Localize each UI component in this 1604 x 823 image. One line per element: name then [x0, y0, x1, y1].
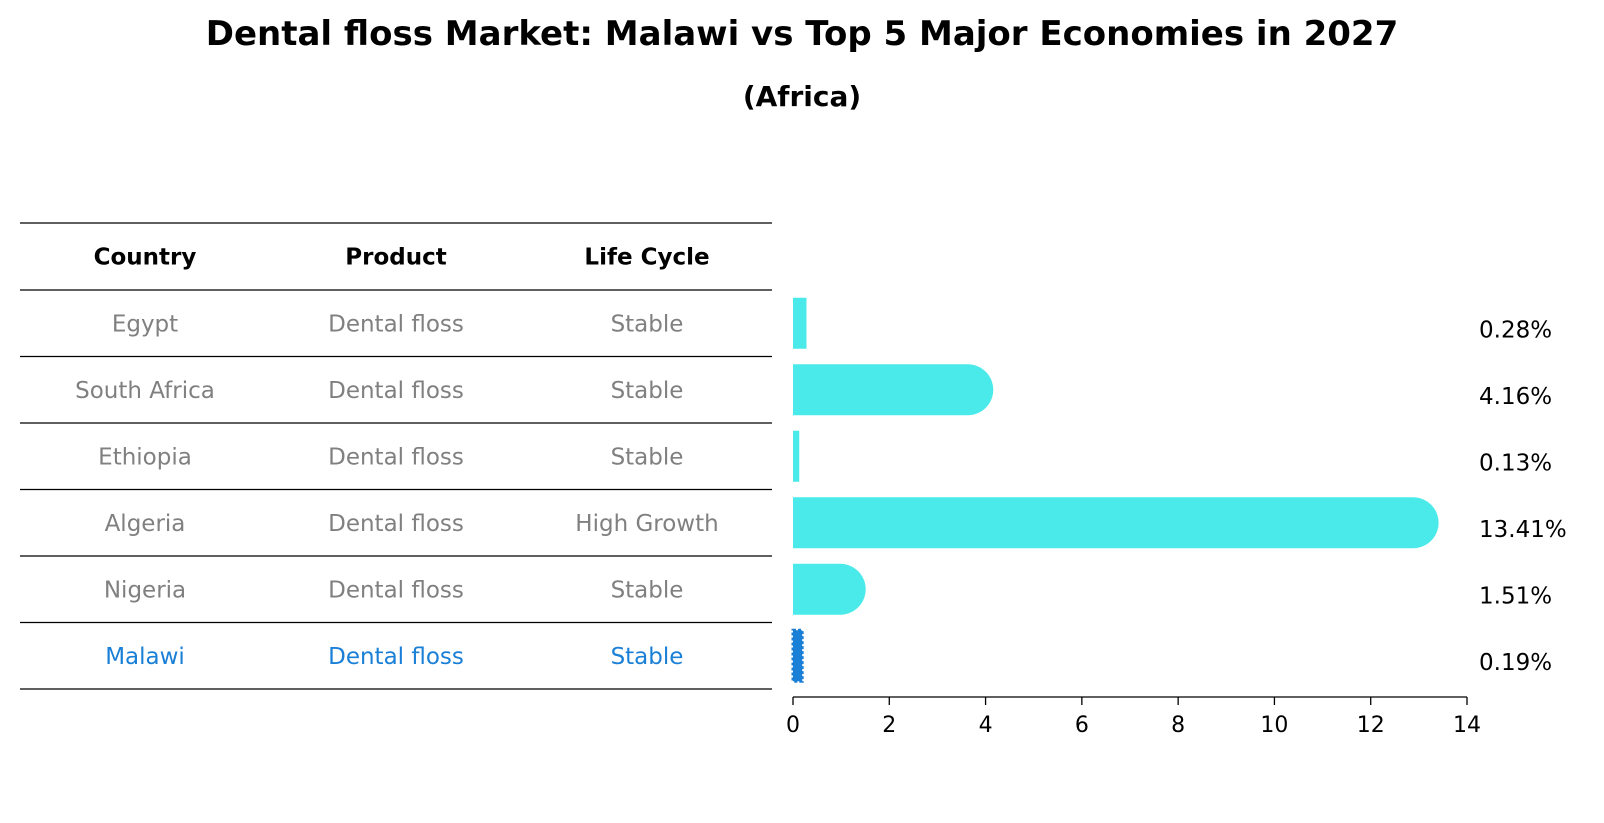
table-header-life-cycle: Life Cycle: [584, 245, 709, 271]
bar-malawi: [791, 628, 804, 683]
chart-subtitle: (Africa): [742, 80, 862, 113]
table-cell-product: Dental floss: [328, 511, 464, 537]
table-cell-life-cycle: Stable: [611, 378, 684, 404]
bar-chart: 0.28% 4.16% 0.13% 13.41% 1.51% 0.19% 0 2 4 6 8 10 12…: [786, 297, 1567, 738]
x-tick-label: 10: [1260, 713, 1288, 738]
table-cell-country: Malawi: [105, 644, 185, 670]
bar-ethiopia: [793, 430, 800, 482]
table-cell-life-cycle: Stable: [611, 311, 684, 337]
table-cell-country: Nigeria: [104, 577, 186, 603]
bar-egypt: [793, 297, 807, 349]
table-header-country: Country: [94, 245, 197, 271]
table-cell-life-cycle: Stable: [611, 577, 684, 603]
table-cell-life-cycle: Stable: [611, 444, 684, 470]
table-cell-product: Dental floss: [328, 577, 464, 603]
table-cell-life-cycle: Stable: [611, 644, 684, 670]
data-table: Country Product Life Cycle Egypt Dental flos…: [20, 222, 772, 690]
x-tick-label: 2: [882, 713, 896, 738]
bar-value-label: 0.13%: [1479, 450, 1552, 476]
bar-algeria: [793, 497, 1439, 549]
x-tick-label: 8: [1171, 713, 1185, 738]
table-header-product: Product: [345, 245, 446, 271]
x-tick-label: 6: [1075, 713, 1089, 738]
x-tick-label: 12: [1357, 713, 1385, 738]
x-tick-label: 14: [1453, 713, 1481, 738]
table-cell-country: Egypt: [112, 311, 178, 337]
table-cell-country: Algeria: [105, 511, 186, 537]
x-tick-label: 0: [786, 713, 800, 738]
table-cell-product: Dental floss: [328, 311, 464, 337]
bar-value-label: 0.28%: [1479, 317, 1552, 343]
bar-nigeria: [793, 563, 866, 615]
table-cell-life-cycle: High Growth: [575, 511, 718, 537]
table-cell-product: Dental floss: [328, 444, 464, 470]
chart-title: Dental floss Market: Malawi vs Top 5 Maj…: [205, 14, 1399, 54]
bar-value-label: 13.41%: [1479, 517, 1567, 543]
bar-value-label: 1.51%: [1479, 583, 1552, 609]
table-cell-product: Dental floss: [328, 378, 464, 404]
table-cell-country: South Africa: [75, 378, 215, 404]
bar-south-africa: [793, 364, 994, 416]
bar-value-label: 4.16%: [1479, 384, 1552, 410]
x-tick-label: 4: [979, 713, 993, 738]
table-cell-product: Dental floss: [328, 644, 464, 670]
table-cell-country: Ethiopia: [98, 444, 192, 470]
bar-value-label: 0.19%: [1479, 650, 1552, 676]
